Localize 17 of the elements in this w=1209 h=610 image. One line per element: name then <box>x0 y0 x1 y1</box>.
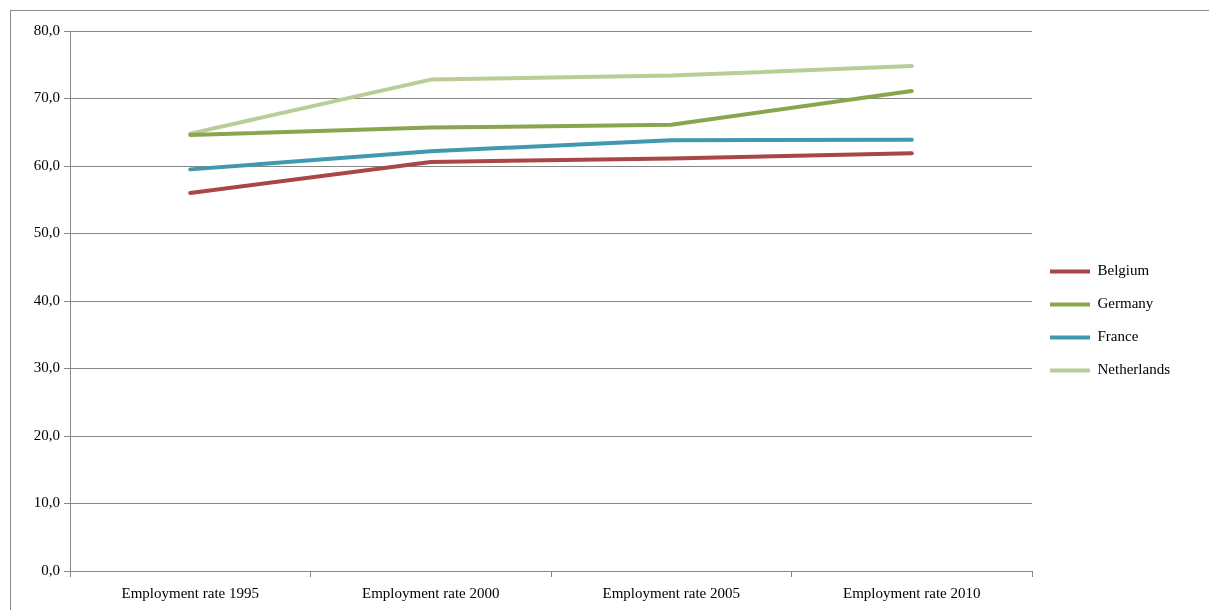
y-tick-label: 30,0 <box>33 359 60 376</box>
x-tick-label: Employment rate 1995 <box>121 584 259 601</box>
y-tick-label: 70,0 <box>33 89 60 106</box>
y-tick-label: 50,0 <box>33 224 60 241</box>
legend-label: Germany <box>1097 295 1154 312</box>
x-tick-label: Employment rate 2010 <box>843 584 981 601</box>
y-tick-label: 40,0 <box>33 291 60 308</box>
y-tick-label: 80,0 <box>33 21 60 38</box>
y-tick-label: 60,0 <box>33 156 60 173</box>
y-tick-label: 10,0 <box>33 494 60 511</box>
legend-label: France <box>1097 328 1139 345</box>
y-tick-label: 20,0 <box>33 426 60 443</box>
legend-label: Belgium <box>1097 262 1150 279</box>
legend-label: Netherlands <box>1097 361 1171 378</box>
x-tick-label: Employment rate 2005 <box>602 584 740 601</box>
y-tick-label: 0,0 <box>41 561 60 578</box>
x-tick-label: Employment rate 2000 <box>362 584 500 601</box>
